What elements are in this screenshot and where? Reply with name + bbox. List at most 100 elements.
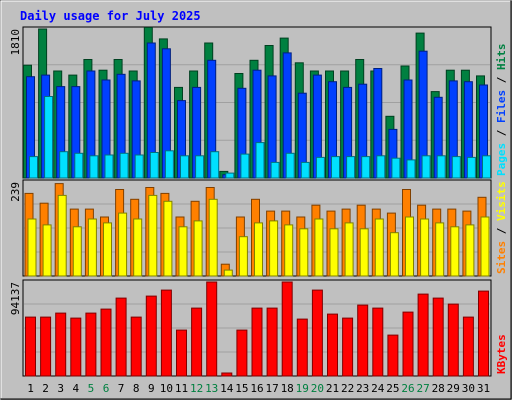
bar-pages-day-31 [482, 155, 491, 179]
x-tick-label: 29 [447, 382, 460, 395]
panel-1: 1810 Pages / Files / Hits [9, 26, 508, 179]
bar-pages-day-1 [29, 156, 38, 179]
x-tick-label: 25 [386, 382, 399, 395]
x-tick-label: 30 [462, 382, 475, 395]
x-tick-label: 4 [72, 382, 79, 395]
x-tick-label: 23 [356, 382, 369, 395]
x-tick-label: 6 [103, 382, 110, 395]
bar-kbytes-day-26 [402, 311, 414, 377]
legend-separator: / [495, 70, 508, 90]
bar-pages-day-30 [466, 156, 476, 179]
legend-entry: Visits [495, 181, 508, 221]
bar-sites-day-20 [314, 218, 324, 277]
x-tick-label: 5 [88, 382, 95, 395]
bar-pages-day-17 [270, 161, 280, 179]
bar-kbytes-day-9 [145, 295, 157, 377]
x-tick-label: 21 [326, 382, 339, 395]
axis-max-label: 239 [9, 182, 22, 202]
bar-pages-day-7 [119, 152, 129, 179]
x-tick-label: 9 [148, 382, 155, 395]
bar-sites-day-22 [344, 222, 354, 277]
legend-separator: / [495, 221, 508, 241]
x-tick-label: 22 [341, 382, 354, 395]
x-tick-label: 8 [133, 382, 140, 395]
bar-pages-day-23 [361, 156, 371, 179]
bar-kbytes-day-2 [40, 316, 52, 377]
legend-entry: Files [495, 90, 508, 123]
bar-sites-day-25 [389, 232, 399, 277]
bar-sites-day-23 [359, 228, 369, 277]
bar-sites-day-4 [72, 226, 82, 277]
x-tick-label: 28 [432, 382, 445, 395]
x-tick-label: 2 [42, 382, 49, 395]
bar-kbytes-day-22 [342, 317, 354, 377]
bar-kbytes-day-29 [447, 303, 459, 377]
x-tick-label: 14 [220, 382, 234, 395]
bar-pages-day-9 [149, 152, 159, 179]
legend: Pages / Files / Hits [495, 44, 508, 177]
bar-sites-day-13 [208, 198, 218, 277]
bar-kbytes-day-27 [417, 293, 429, 377]
bar-kbytes-day-3 [55, 312, 67, 377]
bar-kbytes-day-17 [266, 307, 278, 377]
chart-panels: 1810 Pages / Files / Hits 239 Sites / Visit… [9, 26, 508, 377]
x-tick-label: 20 [311, 382, 324, 395]
bar-sites-day-6 [103, 222, 112, 277]
bar-sites-day-26 [405, 216, 414, 277]
bar-sites-day-17 [269, 220, 279, 277]
x-tick-label: 19 [296, 382, 309, 395]
bar-sites-day-28 [435, 222, 445, 277]
bar-pages-day-26 [406, 159, 416, 179]
x-tick-label: 11 [175, 382, 188, 395]
bar-pages-day-29 [451, 156, 461, 179]
bar-pages-day-27 [421, 155, 431, 179]
bar-sites-day-15 [238, 236, 248, 277]
bar-kbytes-day-15 [236, 329, 248, 377]
bar-kbytes-day-28 [432, 297, 444, 377]
x-tick-label: 31 [477, 382, 490, 395]
bar-sites-day-10 [163, 200, 173, 277]
bar-kbytes-day-11 [176, 329, 187, 377]
bar-sites-day-11 [178, 226, 188, 277]
x-tick-label: 18 [281, 382, 294, 395]
legend: Sites / Visits [495, 181, 508, 274]
x-tick-label: 15 [235, 382, 248, 395]
bar-pages-day-10 [164, 150, 174, 179]
bar-sites-day-5 [87, 218, 97, 277]
x-axis-labels: 1 2 3 4 5 6 7 8 9 10 11 12 13 14 15 16 17 18 19 20 21 22 23 24 2… [27, 382, 490, 395]
legend-entry: Hits [495, 44, 508, 71]
bar-sites-day-2 [42, 224, 52, 277]
bar-kbytes-day-4 [70, 317, 82, 377]
bar-kbytes-day-5 [85, 312, 97, 377]
bar-kbytes-day-19 [296, 318, 308, 377]
bar-pages-day-19 [300, 161, 310, 179]
bar-kbytes-day-13 [206, 281, 218, 377]
bar-kbytes-day-7 [115, 297, 127, 377]
bar-kbytes-day-30 [462, 316, 474, 377]
x-tick-label: 3 [57, 382, 64, 395]
bar-sites-day-31 [480, 216, 490, 277]
bar-kbytes-day-23 [357, 304, 369, 377]
bar-kbytes-day-24 [372, 307, 384, 377]
x-tick-label: 16 [250, 382, 263, 395]
legend-entry: KBytes [495, 334, 508, 374]
bar-kbytes-day-1 [25, 316, 36, 377]
bar-pages-day-6 [104, 154, 114, 179]
bar-pages-day-8 [134, 154, 144, 179]
bar-pages-day-18 [285, 152, 295, 179]
legend-entry: Pages [495, 143, 508, 176]
bar-sites-day-16 [254, 222, 263, 277]
x-tick-label: 17 [265, 382, 278, 395]
bar-sites-day-29 [450, 226, 460, 277]
bar-pages-day-14 [225, 172, 235, 179]
bar-kbytes-day-16 [251, 307, 263, 377]
bar-sites-day-30 [465, 224, 475, 277]
bar-pages-day-22 [346, 156, 356, 179]
x-tick-label: 26 [401, 382, 414, 395]
bar-kbytes-day-12 [191, 307, 203, 377]
bar-pages-day-16 [255, 142, 265, 179]
bar-pages-day-15 [240, 153, 250, 179]
bar-pages-day-28 [436, 155, 446, 179]
bar-kbytes-day-25 [387, 334, 399, 377]
